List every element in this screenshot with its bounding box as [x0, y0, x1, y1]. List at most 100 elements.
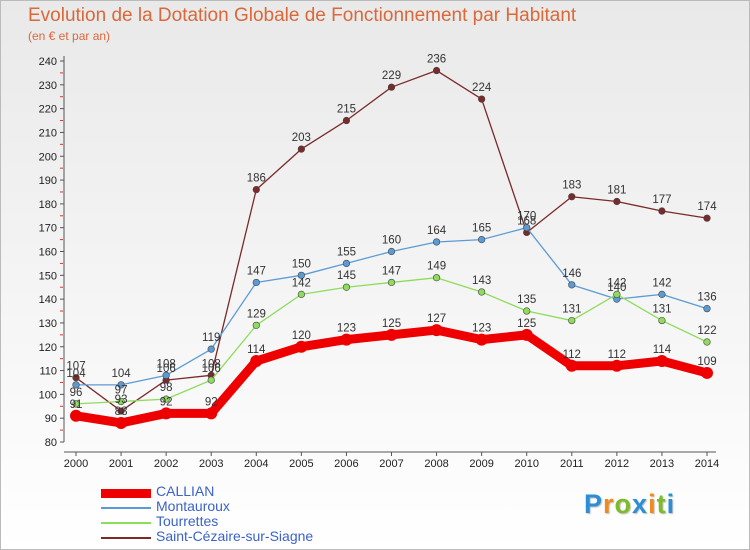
legend-swatch-callian — [101, 488, 151, 498]
data-label-saint-c-zaire-sur-siagne: 107 — [66, 361, 85, 373]
legend-label-saint-c-zaire-sur-siagne: Saint-Cézaire-sur-Siagne — [156, 528, 314, 544]
chart-title: Evolution de la Dotation Globale de Fonc… — [28, 5, 577, 26]
x-tick-label: 2009 — [469, 458, 493, 470]
y-tick-label: 150 — [39, 270, 57, 282]
data-label-tourrettes: 131 — [562, 304, 581, 316]
data-point-tourrettes — [613, 290, 621, 298]
x-tick-label: 2007 — [379, 458, 403, 470]
data-point-saint-c-zaire-sur-siagne — [117, 407, 125, 415]
data-point-callian — [250, 355, 263, 368]
data-label-tourrettes: 147 — [382, 265, 401, 277]
data-point-callian — [160, 407, 173, 420]
data-point-montauroux — [703, 305, 711, 313]
data-label-saint-c-zaire-sur-siagne: 181 — [607, 184, 626, 196]
data-label-callian: 114 — [247, 344, 266, 356]
y-tick-label: 80 — [45, 437, 57, 449]
line-chart: 8090100110120130140150160170180190200210… — [39, 54, 720, 470]
x-tick-label: 2001 — [109, 458, 133, 470]
data-label-saint-c-zaire-sur-siagne: 215 — [337, 104, 356, 116]
data-label-callian: 120 — [292, 330, 311, 342]
y-tick-label: 130 — [39, 318, 57, 330]
data-label-tourrettes: 98 — [160, 382, 173, 394]
data-label-saint-c-zaire-sur-siagne: 174 — [697, 201, 717, 213]
data-point-tourrettes — [387, 278, 396, 287]
data-label-montauroux: 164 — [427, 225, 447, 237]
data-label-montauroux: 147 — [247, 265, 266, 277]
data-point-saint-c-zaire-sur-siagne — [658, 207, 666, 215]
y-tick-label: 140 — [39, 294, 57, 306]
data-label-saint-c-zaire-sur-siagne: 229 — [382, 70, 401, 82]
data-label-saint-c-zaire-sur-siagne: 186 — [247, 173, 266, 185]
legend-item-tourrettes: Tourrettes — [101, 513, 361, 530]
data-label-callian: 125 — [382, 318, 401, 330]
data-label-callian: 127 — [427, 313, 446, 325]
legend-swatch-montauroux — [101, 507, 151, 509]
data-label-callian: 112 — [608, 349, 626, 361]
data-point-montauroux — [117, 381, 125, 389]
data-point-callian — [340, 333, 353, 346]
data-label-callian: 92 — [160, 396, 173, 408]
data-label-saint-c-zaire-sur-siagne: 177 — [652, 194, 671, 206]
data-label-callian: 91 — [70, 399, 83, 411]
data-label-tourrettes: 142 — [607, 277, 626, 289]
data-point-saint-c-zaire-sur-siagne — [432, 66, 441, 75]
data-label-saint-c-zaire-sur-siagne: 183 — [562, 180, 581, 192]
legend-swatch-tourrettes — [101, 522, 151, 524]
y-tick-label: 220 — [39, 104, 57, 116]
data-label-tourrettes: 131 — [652, 304, 671, 316]
data-label-montauroux: 104 — [66, 368, 86, 380]
data-label-montauroux: 146 — [562, 268, 581, 280]
logo-letter: i — [648, 489, 657, 519]
data-label-tourrettes: 122 — [697, 325, 716, 337]
data-point-saint-c-zaire-sur-siagne — [72, 374, 80, 382]
data-label-tourrettes: 106 — [202, 363, 221, 375]
data-point-saint-c-zaire-sur-siagne — [297, 145, 305, 153]
data-point-tourrettes — [72, 400, 80, 408]
x-tick-label: 2006 — [334, 458, 358, 470]
y-tick-label: 100 — [39, 389, 57, 401]
data-label-tourrettes: 97 — [115, 385, 128, 397]
y-tick-label: 160 — [39, 247, 57, 259]
legend-label-montauroux: Montauroux — [156, 498, 230, 514]
x-tick-label: 2012 — [605, 458, 629, 470]
data-label-saint-c-zaire-sur-siagne: 224 — [472, 82, 492, 94]
data-label-tourrettes: 145 — [337, 270, 356, 282]
data-point-saint-c-zaire-sur-siagne — [613, 197, 621, 206]
data-label-montauroux: 155 — [337, 246, 356, 258]
x-tick-label: 2000 — [64, 458, 88, 470]
data-label-saint-c-zaire-sur-siagne: 236 — [427, 54, 446, 66]
x-tick-label: 2014 — [695, 458, 719, 470]
data-label-callian: 92 — [205, 396, 218, 408]
data-point-montauroux — [658, 290, 666, 298]
data-point-tourrettes — [162, 395, 170, 403]
x-tick-label: 2003 — [199, 458, 223, 470]
data-point-saint-c-zaire-sur-siagne — [342, 116, 351, 125]
data-point-callian — [295, 340, 308, 353]
logo-letter: o — [614, 489, 633, 519]
data-point-callian — [655, 355, 668, 368]
data-point-montauroux — [478, 235, 486, 244]
data-point-callian — [205, 407, 218, 420]
data-label-tourrettes: 142 — [292, 277, 311, 289]
data-point-montauroux — [297, 271, 305, 279]
data-point-montauroux — [387, 247, 396, 256]
data-label-montauroux: 119 — [202, 332, 220, 344]
data-label-montauroux: 170 — [517, 211, 536, 223]
data-label-montauroux: 150 — [292, 258, 311, 270]
chart-subtitle: (en € et par an) — [28, 29, 111, 43]
data-point-montauroux — [162, 371, 170, 379]
data-label-callian: 109 — [697, 356, 716, 368]
legend-label-callian: CALLIAN — [156, 483, 215, 499]
legend: CALLIAN Montauroux Tourrettes Saint-Cézaire… — [101, 483, 361, 545]
data-label-montauroux: 140 — [607, 282, 626, 294]
legend-swatch-saint-c-zaire-sur-siagne — [101, 537, 151, 539]
data-point-tourrettes — [207, 376, 215, 384]
data-point-callian — [70, 409, 82, 422]
data-label-tourrettes: 129 — [247, 308, 266, 320]
data-label-montauroux: 142 — [652, 277, 671, 289]
series-line-callian — [71, 325, 712, 428]
data-label-saint-c-zaire-sur-siagne: 106 — [157, 363, 176, 375]
data-point-montauroux — [72, 381, 80, 389]
y-tick-label: 240 — [39, 56, 57, 68]
x-tick-label: 2008 — [424, 458, 448, 470]
